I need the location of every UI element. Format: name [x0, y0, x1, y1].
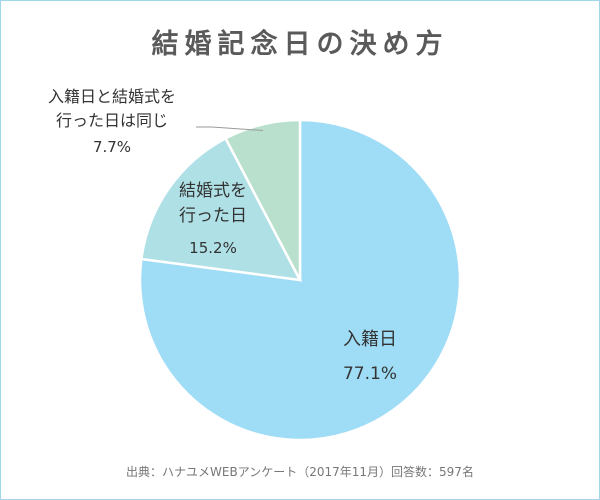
- slice-label-0-line-0: 入籍日: [343, 329, 397, 350]
- slice-label-1-line-0: 結婚式を: [179, 181, 247, 201]
- chart-title: 結婚記念日の決め方: [151, 29, 449, 60]
- chart-source: 出典：ハナユメWEBアンケート（2017年11月）回答数：597名: [126, 465, 474, 479]
- pie-slice-1: [139, 136, 303, 282]
- slice-value-2: 7.7%: [93, 138, 131, 156]
- slice-label-1-line-1: 行った日: [179, 206, 247, 226]
- slice-label-2-line-0: 入籍日と結婚式を: [48, 87, 176, 106]
- slice-value-0: 77.1%: [343, 364, 397, 384]
- slice-value-1: 15.2%: [189, 239, 237, 257]
- slice-label-2-line-1: 行った日は同じ: [56, 111, 168, 130]
- leader-line-2: [196, 126, 264, 131]
- pie-slice-2: [223, 118, 302, 281]
